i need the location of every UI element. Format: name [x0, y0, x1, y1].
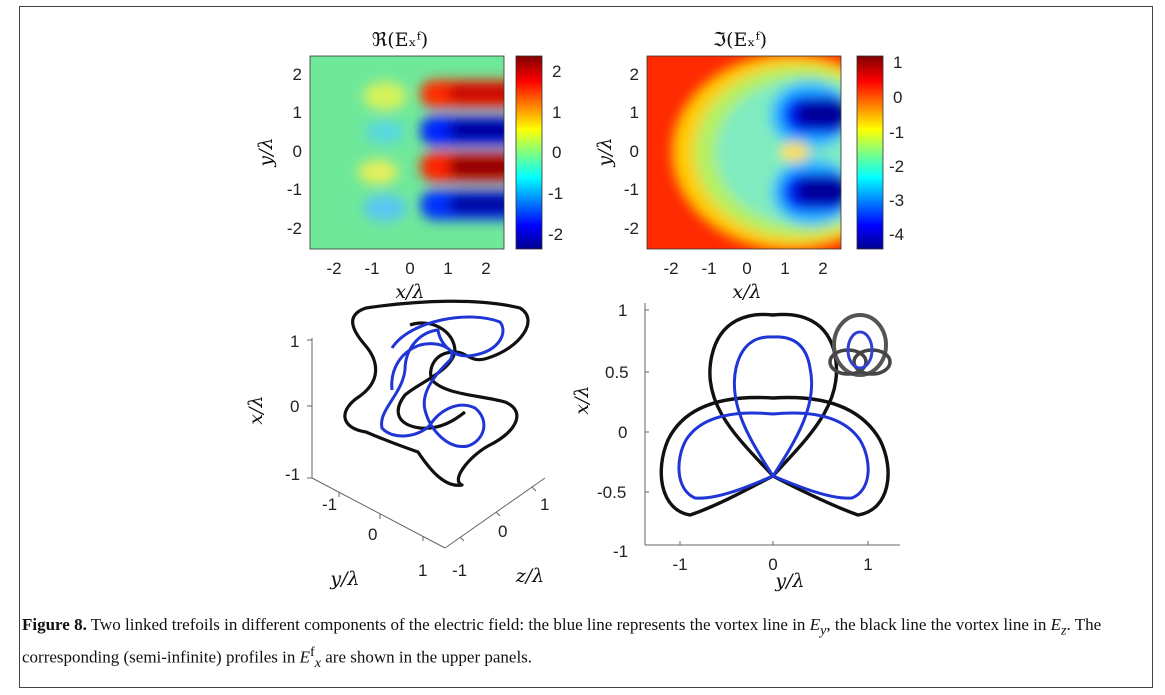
colorbar-tick: 1 [552, 103, 561, 122]
x-tick-3d: 1 [540, 495, 549, 514]
colorbar [515, 55, 543, 250]
z-tick: 0 [290, 397, 299, 416]
colorbar-tick: -2 [548, 225, 563, 244]
colorbar-tick: 2 [552, 62, 561, 81]
heatmap-image [647, 56, 841, 249]
y-axis-label: y/λ [594, 137, 616, 167]
colorbar-tick: 0 [552, 143, 561, 162]
y-axis-label-3d: y/λ [329, 568, 359, 590]
symbol-e: E [809, 615, 821, 634]
x-axis-label: x/λ [395, 281, 424, 303]
x-tick: -1 [364, 259, 379, 278]
colorbar [856, 55, 884, 250]
symbol-sup: f [310, 644, 315, 661]
x-axis-label-3d: x/λ [245, 395, 267, 424]
vortex-line-blue [380, 315, 505, 448]
figure-caption: Figure 8. Two linked trefoils in differe… [22, 614, 1122, 674]
x-tick-3d: -1 [452, 561, 467, 580]
y-tick: -0.5 [597, 483, 626, 502]
x-axis-label: x/λ [732, 281, 761, 303]
z-axis-label-3d: z/λ [515, 565, 544, 587]
y-tick: -1 [613, 542, 628, 561]
symbol-e: E [299, 648, 310, 668]
x-tick: 1 [443, 259, 452, 278]
x-axis-label: y/λ [774, 570, 804, 592]
y-tick: -1 [624, 180, 639, 199]
colorbar-tick: -2 [889, 157, 904, 176]
colorbar-tick: -1 [889, 123, 904, 142]
x-tick: 0 [405, 259, 414, 278]
y-tick: -2 [287, 219, 302, 238]
y-tick: 0 [630, 142, 639, 161]
x-tick: -2 [326, 259, 341, 278]
vortex-line-blue [677, 335, 870, 500]
axes-2d [644, 303, 900, 546]
x-tick: 1 [780, 259, 789, 278]
panel-title: ℑ(Eₓᶠ) [713, 29, 767, 51]
x-tick-3d: 0 [498, 522, 507, 541]
figure-graphics: ℜ(Eₓᶠ) 2 1 0 -1 [245, 29, 904, 592]
panel-3d-trefoils: 1 0 -1 x/λ -1 0 1 y/λ 1 0 -1 z/λ [245, 299, 549, 590]
vortex-line-black [659, 312, 890, 517]
x-tick: 2 [818, 259, 827, 278]
axes-3d [307, 338, 546, 549]
colorbar-tick: -1 [548, 184, 563, 203]
x-tick: -1 [701, 259, 716, 278]
y-tick-3d: 0 [368, 525, 377, 544]
colorbar-tick: -4 [889, 225, 904, 244]
y-tick: 2 [293, 65, 302, 84]
z-tick: 1 [290, 332, 299, 351]
symbol-sub: z [1061, 622, 1067, 639]
colorbar-tick: 1 [893, 53, 902, 72]
panel-real-heatmap: ℜ(Eₓᶠ) 2 1 0 -1 [255, 29, 563, 303]
y-axis-label: x/λ [571, 385, 593, 414]
x-tick: 1 [863, 555, 872, 574]
caption-text: are shown in the upper panels. [321, 648, 533, 668]
y-tick: 1 [630, 103, 639, 122]
y-tick: 2 [630, 65, 639, 84]
y-tick: -2 [624, 219, 639, 238]
x-tick: -2 [663, 259, 678, 278]
caption-text: . The corresponding (semi-infinite) prof… [22, 615, 1102, 668]
y-tick: 1 [618, 301, 627, 320]
figure-frame [19, 6, 1153, 688]
inset-knot-icon [828, 313, 892, 377]
caption-label: Figure 8. [22, 615, 87, 634]
heatmap-image [310, 56, 504, 249]
panel-imag-heatmap: ℑ(Eₓᶠ) 2 1 0 -1 -2 -2 -1 0 1 2 [594, 29, 904, 303]
y-tick: -1 [287, 180, 302, 199]
colorbar-tick: 0 [893, 88, 902, 107]
caption-text: Two linked trefoils in different compone… [86, 615, 810, 634]
y-axis-label: y/λ [255, 137, 277, 167]
y-tick: 0 [293, 142, 302, 161]
y-tick-3d: 1 [418, 561, 427, 580]
panel-title: ℜ(Eₓᶠ) [372, 29, 428, 51]
z-tick: -1 [285, 465, 300, 484]
symbol-e: E [1050, 615, 1062, 634]
y-tick: 0.5 [605, 363, 629, 382]
x-tick: 2 [481, 259, 490, 278]
x-tick: 0 [742, 259, 751, 278]
panel-2d-trefoils: 1 0.5 0 -0.5 -1 x/λ -1 0 1 y/λ [571, 301, 900, 592]
y-tick: 0 [618, 423, 627, 442]
x-tick: -1 [672, 555, 687, 574]
colorbar-tick: -3 [889, 191, 904, 210]
caption-text: , the black line the vortex line in [826, 615, 1051, 634]
x-tick: 0 [768, 555, 777, 574]
symbol-sub: y [820, 622, 827, 639]
symbol-sub: x [314, 655, 322, 672]
y-tick: 1 [293, 103, 302, 122]
y-tick-3d: -1 [322, 495, 337, 514]
